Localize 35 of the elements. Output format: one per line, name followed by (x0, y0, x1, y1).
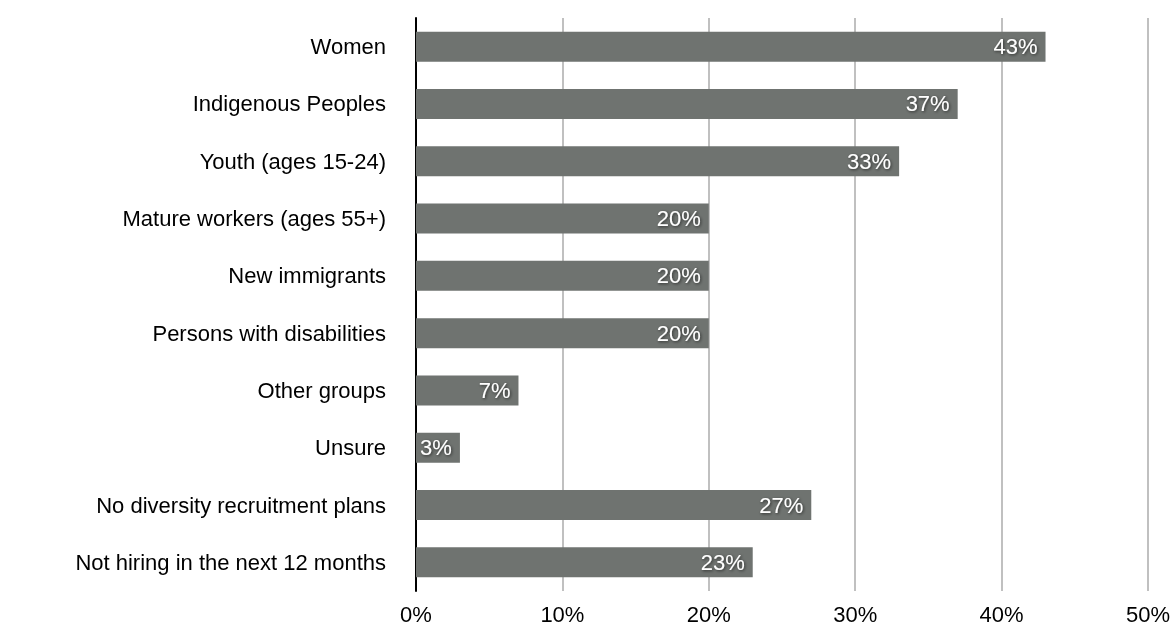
bar (416, 31, 1046, 62)
bar (416, 375, 519, 406)
x-tick-label: 10% (540, 601, 585, 627)
data-label: 3% (420, 435, 452, 461)
bar (416, 260, 709, 291)
x-tick-label: 50% (1125, 601, 1171, 627)
y-tick-label: Unsure (315, 435, 386, 461)
bar (416, 490, 812, 521)
x-tick-label: 0% (400, 601, 432, 627)
y-tick-label: Other groups (257, 377, 386, 403)
y-tick-label: No diversity recruitment plans (96, 492, 386, 518)
data-label: 23% (700, 549, 745, 575)
y-tick-label: Indigenous Peoples (192, 91, 386, 117)
data-label: 7% (478, 377, 511, 403)
y-tick-label: Not hiring in the next 12 months (75, 549, 386, 575)
bar (416, 146, 900, 177)
y-tick-label: Youth (ages 15-24) (199, 148, 386, 174)
y-tick-label: New immigrants (228, 263, 386, 289)
data-label: 43% (993, 34, 1038, 60)
y-tick-label: Persons with disabilities (152, 320, 386, 346)
bar (416, 318, 709, 349)
bar (416, 203, 709, 234)
bar (416, 547, 753, 578)
x-tick-label: 40% (979, 601, 1024, 627)
data-label: 33% (847, 148, 892, 174)
y-tick-label: Mature workers (ages 55+) (122, 206, 386, 232)
x-tick-label: 30% (833, 601, 878, 627)
y-tick-label: Women (310, 34, 386, 60)
bar (416, 88, 958, 119)
x-tick-label: 20% (686, 601, 731, 627)
data-label: 27% (759, 492, 804, 518)
data-label: 20% (656, 263, 701, 289)
data-label: 37% (905, 91, 950, 117)
data-label: 20% (656, 206, 701, 232)
data-label: 20% (656, 320, 701, 346)
